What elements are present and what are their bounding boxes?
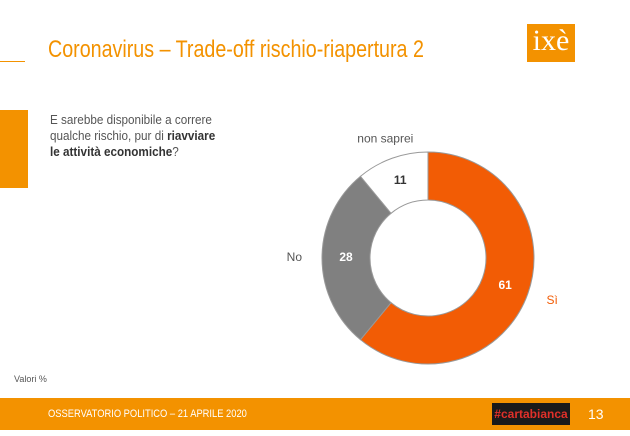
note: Valori % [14, 374, 47, 384]
slice [321, 175, 392, 341]
value-label: 28 [339, 250, 353, 264]
category-label: non saprei [357, 132, 413, 146]
footer: OSSERVATORIO POLITICO – 21 APRILE 2020 #… [0, 398, 630, 430]
question: E sarebbe disponibile a correre qualche … [50, 112, 221, 160]
side-bar [0, 110, 28, 188]
question-bold: riavviare le attività economiche [50, 128, 216, 159]
question-end: ? [172, 144, 179, 159]
value-label: 61 [498, 278, 512, 292]
category-label: Sì [547, 293, 558, 307]
top-line [0, 61, 25, 62]
logo: ixè [527, 24, 575, 62]
title: Coronavirus – Trade-off rischio-riapertu… [48, 36, 424, 63]
footer-tag: #cartabianca [492, 403, 570, 425]
question-text: E sarebbe disponibile a correre qualche … [50, 112, 212, 143]
page-number: 13 [588, 406, 604, 422]
slice [359, 151, 535, 365]
value-label: 11 [394, 173, 407, 187]
category-label: No [287, 250, 303, 264]
footer-text: OSSERVATORIO POLITICO – 21 APRILE 2020 [48, 408, 247, 420]
slice [359, 151, 429, 215]
